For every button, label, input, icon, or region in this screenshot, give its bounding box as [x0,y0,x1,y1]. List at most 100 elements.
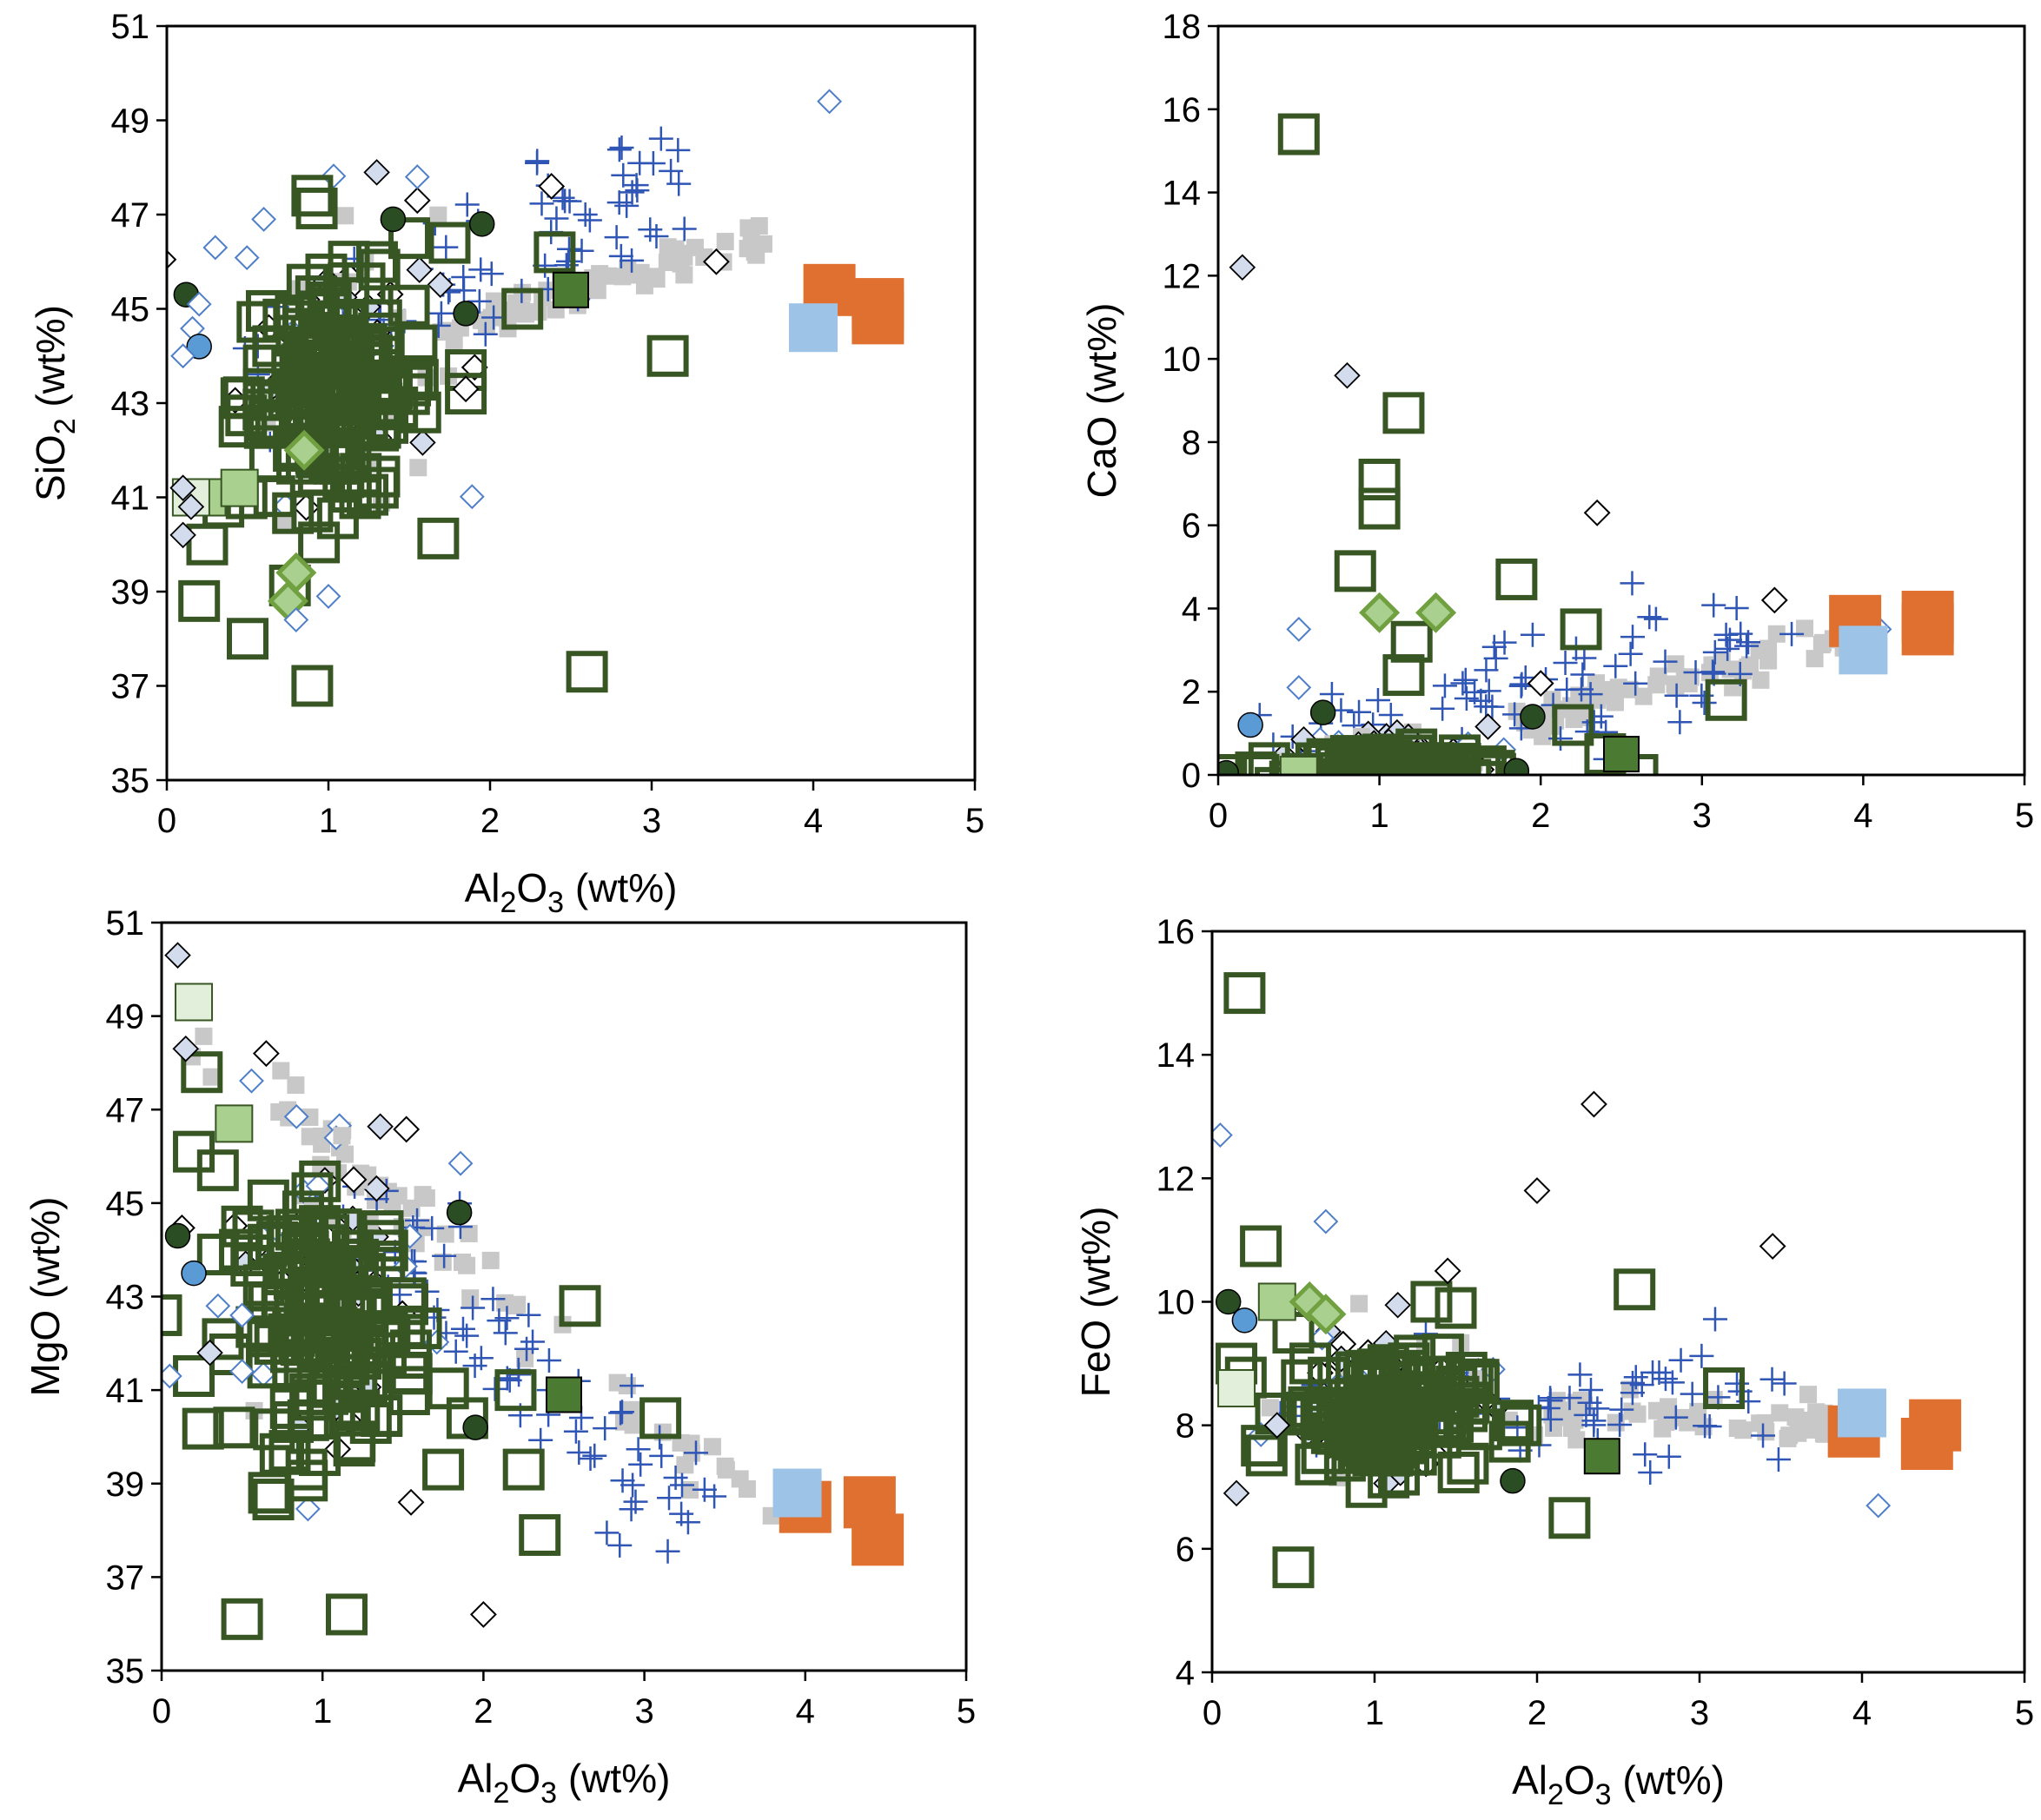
circle-darkgreen-point [1500,1467,1526,1494]
circle-darkgreen-point [1309,699,1336,725]
diamond-black-open-point [702,248,730,275]
y-tick-label: 51 [111,8,150,46]
square-open-green-point [1435,1287,1477,1329]
gray-square-point [1741,656,1759,674]
blue-cross-point [528,1427,553,1453]
blue-cross-point [1633,1442,1658,1467]
green-open-square-point [289,1373,332,1415]
diamond-black-open-point [1580,1090,1607,1118]
circle-darkgreen-point [1503,758,1530,775]
blue-cross-point [1637,605,1662,630]
y-tick-label: 41 [106,1372,145,1410]
x-tick-label: 3 [642,802,661,840]
blue-cross-point [638,217,663,242]
green-open-square-point [1437,1451,1480,1493]
blue-cross-point [1483,645,1508,671]
diamond-blue-open-point [186,291,212,317]
green-open-square-point [1308,1356,1350,1399]
blue-cross-point [1453,667,1478,692]
plot-area [1212,972,1962,1589]
circle-blue-point [1237,711,1263,738]
y-tick-label: 49 [111,103,150,141]
diamond-lightblue-point [164,942,191,969]
gray-square-point [508,1295,527,1314]
y-tick-label: 47 [106,1091,145,1129]
blue-cross-point [1319,682,1344,707]
blue-cross-point [608,243,633,268]
blue-cross-point [577,208,602,233]
green-open-square-point [321,1248,364,1291]
diamond-lightblue-point [363,1175,390,1202]
y-tick-label: 6 [1176,1531,1195,1569]
x-tick-label: 1 [319,802,338,840]
y-tick-label: 39 [111,573,150,612]
green-open-square-point [1241,1425,1283,1467]
square-open-green-point [221,1598,263,1640]
gray-square-point [202,1068,221,1086]
blue-cross-point [1751,1423,1776,1448]
square-open-green-point [227,618,268,660]
square-open-green-point [1345,1466,1388,1508]
gray-square-point [1623,1402,1641,1420]
square-open-green-point [1703,1367,1746,1410]
green-open-square-point [363,1241,406,1283]
diamond-lightblue-point [1263,1412,1291,1439]
circle-blue-point [1231,1307,1258,1334]
blue-cross-point [1643,606,1668,632]
x-tick-label: 5 [2015,797,2034,835]
blue-cross-point [659,158,684,183]
diamond-black-open-point [1527,670,1554,698]
blue-cross-point [1667,710,1693,735]
diamond-blue-open-point [239,1068,264,1094]
blue-cross-point [454,1323,480,1348]
square-open-green-point [1382,654,1425,697]
x-tick-label: 5 [965,802,984,840]
gray-square-point [716,233,734,251]
blue-cross-point [1759,1367,1785,1392]
green-open-square-point [1419,1416,1461,1459]
diamond-black-open-point [340,1166,368,1194]
blue-cross-point [640,151,666,176]
square-open-green-point [1614,1268,1656,1311]
diamond-black-open-point [167,249,177,270]
square-open-green-point [1410,1281,1453,1323]
blue-cross-point [1713,622,1739,647]
square-filled-darkgreen-point [553,271,589,308]
diamond-blue-open-point [1865,1492,1892,1519]
blue-cross-point [1693,1413,1718,1439]
diamond-blue-open-point [1286,675,1312,700]
gray-square-point [1813,633,1832,652]
diamond-blue-open-point [251,207,277,232]
green-open-square-point [275,373,317,415]
blue-cross-point [1724,595,1749,620]
blue-cross-point [609,136,634,161]
square-lightblue-point [1838,1388,1886,1438]
blue-cross-point [493,1320,518,1346]
gray-square-point [1767,625,1786,643]
blue-cross-point [1653,1367,1678,1392]
y-tick-label: 43 [106,1279,145,1317]
blue-cross-point [1365,688,1390,713]
green-open-square-point [1491,1400,1534,1442]
blue-cross-point [1620,1370,1645,1395]
green-open-square-point [1347,1376,1389,1419]
green-open-square-point [162,1294,182,1336]
gray-square-point [510,302,528,321]
square-open-green-point [221,1205,263,1248]
blue-cross-point [1508,673,1534,698]
y-tick-label: 8 [1176,1407,1195,1446]
diamond-blue-open-point [283,607,309,632]
blue-cross-point [619,1497,644,1522]
blue-cross-point [468,1346,494,1371]
blue-cross-point [1668,1347,1693,1373]
square-open-green-point [1277,113,1320,156]
diamond-black-open-point [1434,1257,1461,1285]
gray-square-point [739,240,757,258]
x-tick-label: 1 [1365,1694,1384,1732]
square-filled-darkgreen-point [546,1376,582,1413]
gray-square-point [436,1225,454,1243]
blue-cross-point [1538,1406,1563,1432]
diamond-black-open-point [538,173,566,200]
blue-cross-point [454,192,480,217]
